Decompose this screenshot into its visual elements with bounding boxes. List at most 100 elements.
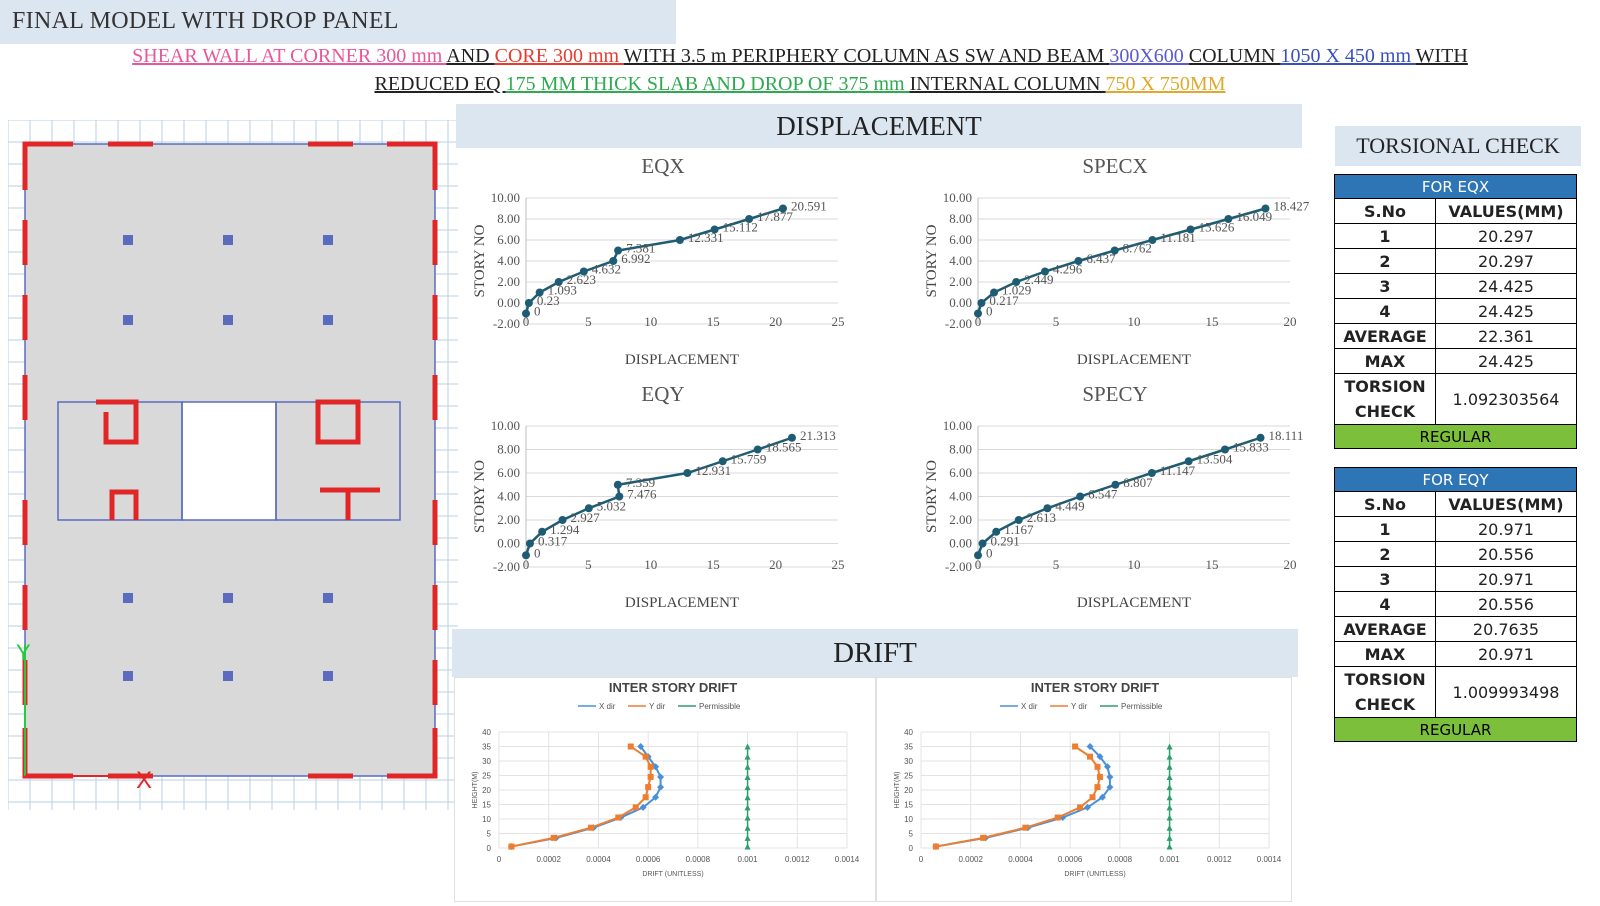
data-point bbox=[1041, 267, 1050, 276]
x-axis-title: DRIFT (UNITLESS) bbox=[1064, 871, 1125, 878]
y-tick-label: 0 bbox=[909, 844, 914, 853]
displacement-plot-specy: -2.00 0.00 2.00 4.00 6.00 8.00 10.00 0 5 10 15 20 DI… bbox=[924, 418, 1303, 611]
x-tick-label: 0.0002 bbox=[536, 855, 561, 864]
y-tick-label: 4.00 bbox=[949, 253, 972, 268]
average-value: 20.7635 bbox=[1435, 616, 1577, 642]
data-label: 0 bbox=[986, 545, 993, 560]
data-label: 8.762 bbox=[1123, 241, 1152, 256]
x-tick-label: 0.0006 bbox=[636, 855, 661, 864]
y-tick-label: 35 bbox=[904, 743, 913, 752]
data-label: 0 bbox=[534, 545, 541, 560]
max-label: MAX bbox=[1334, 348, 1436, 374]
y-axis-title: STORY NO bbox=[924, 224, 940, 297]
data-point bbox=[1186, 225, 1195, 234]
data-label: 12.331 bbox=[688, 230, 724, 245]
y-tick-label: 10.00 bbox=[491, 418, 520, 433]
y-tick-label: -2.00 bbox=[493, 316, 520, 331]
status-badge: REGULAR bbox=[1334, 717, 1577, 742]
y-tick-label: 0.00 bbox=[949, 536, 972, 551]
data-point bbox=[1184, 457, 1193, 466]
y-dir-marker bbox=[1077, 804, 1084, 811]
description-segment: 750 X 750MM bbox=[1105, 73, 1226, 95]
data-label: 4.296 bbox=[1053, 262, 1083, 277]
column-header-values: VALUES(MM) bbox=[1435, 198, 1577, 224]
permissible-marker bbox=[744, 773, 751, 780]
x-axis-title: DRIFT (UNITLESS) bbox=[642, 871, 703, 878]
data-label: 7.476 bbox=[627, 487, 657, 502]
chart-title: INTER STORY DRIFT bbox=[1031, 680, 1159, 695]
x-tick-label: 15 bbox=[1206, 314, 1219, 329]
data-point bbox=[522, 551, 530, 560]
data-point bbox=[1224, 215, 1233, 223]
x-tick-label: 5 bbox=[1053, 557, 1060, 572]
data-point bbox=[1076, 492, 1085, 501]
x-tick-label: 20 bbox=[769, 314, 782, 329]
legend-label: Permissible bbox=[1121, 702, 1163, 711]
permissible-marker bbox=[744, 743, 751, 750]
permissible-marker bbox=[1166, 753, 1173, 760]
data-point bbox=[753, 445, 762, 454]
y-dir-marker bbox=[1054, 814, 1061, 821]
x-axis-title: DISPLACEMENT bbox=[1077, 352, 1191, 368]
x-tick-label: 0.0008 bbox=[1108, 855, 1133, 864]
torsion-check-label-line-1: TORSION bbox=[1344, 670, 1426, 689]
data-label: 4.449 bbox=[1055, 498, 1084, 513]
data-point bbox=[683, 469, 692, 477]
max-value: 24.425 bbox=[1435, 348, 1577, 374]
data-label: 17.877 bbox=[757, 209, 793, 224]
x-tick-label: 20 bbox=[1284, 557, 1297, 572]
x-dir-marker bbox=[637, 743, 645, 750]
permissible-marker bbox=[1166, 743, 1173, 750]
data-point bbox=[990, 288, 999, 297]
y-dir-marker bbox=[647, 773, 654, 780]
permissible-marker bbox=[744, 794, 751, 801]
x-tick-label: 15 bbox=[707, 557, 720, 572]
x-dir-marker bbox=[657, 783, 665, 791]
y-tick-label: 8.00 bbox=[497, 442, 520, 457]
x-axis-title: DISPLACEMENT bbox=[625, 595, 739, 611]
y-tick-label: 25 bbox=[482, 772, 491, 781]
corner-wall bbox=[387, 728, 438, 779]
core-wall bbox=[315, 399, 361, 445]
data-label: 11.181 bbox=[1160, 230, 1195, 245]
description-segment: SHEAR WALL AT CORNER 300 mm bbox=[132, 45, 447, 67]
y-tick-label: 6.00 bbox=[949, 465, 972, 480]
max-label: MAX bbox=[1334, 641, 1436, 667]
column-header-values: VALUES(MM) bbox=[1435, 491, 1577, 517]
interior-column bbox=[223, 235, 233, 245]
permissible-marker bbox=[744, 753, 751, 760]
description-segment: WITH 3.5 m PERIPHERY COLUMN AS SW AND BE… bbox=[623, 45, 1110, 67]
x-tick-label: 0.0002 bbox=[958, 855, 983, 864]
data-point bbox=[1261, 204, 1270, 213]
x-tick-label: 0 bbox=[919, 855, 924, 864]
data-label: 20.591 bbox=[791, 199, 827, 214]
description-segment: CORE 300 mm bbox=[494, 45, 624, 67]
y-tick-label: 10.00 bbox=[943, 418, 972, 433]
permissible-marker bbox=[1166, 834, 1173, 841]
row-value: 20.971 bbox=[1435, 566, 1577, 592]
y-tick-label: 30 bbox=[904, 757, 913, 766]
data-label: 1.029 bbox=[1002, 283, 1031, 298]
description-segment: REDUCED EQ bbox=[374, 73, 506, 95]
column-header-sno: S.No bbox=[1334, 198, 1436, 224]
legend-label: Y dir bbox=[649, 702, 666, 711]
displacement-plot-eqx: -2.00 0.00 2.00 4.00 6.00 8.00 10.00 0 5 10 15 20 25… bbox=[472, 190, 845, 368]
x-axis-title: DISPLACEMENT bbox=[625, 352, 739, 368]
x-tick-label: 0 bbox=[523, 314, 530, 329]
legend-label: X dir bbox=[1021, 702, 1038, 711]
interior-column bbox=[223, 593, 233, 603]
y-dir-marker bbox=[642, 753, 649, 760]
y-axis-title: STORY NO bbox=[924, 460, 940, 533]
data-point bbox=[615, 492, 624, 501]
core-opening bbox=[181, 401, 277, 521]
permissible-marker bbox=[744, 804, 751, 811]
y-tick-label: 2.00 bbox=[949, 512, 972, 527]
drift-plot-2: INTER STORY DRIFT X dir Y dir Permissible 0 5… bbox=[894, 680, 1282, 878]
permissible-marker bbox=[744, 824, 751, 831]
data-label: 0.291 bbox=[991, 534, 1020, 549]
data-label: 6.992 bbox=[621, 251, 650, 266]
interior-column bbox=[123, 593, 133, 603]
x-axis-label: X bbox=[136, 767, 152, 794]
x-dir-marker bbox=[657, 773, 665, 781]
